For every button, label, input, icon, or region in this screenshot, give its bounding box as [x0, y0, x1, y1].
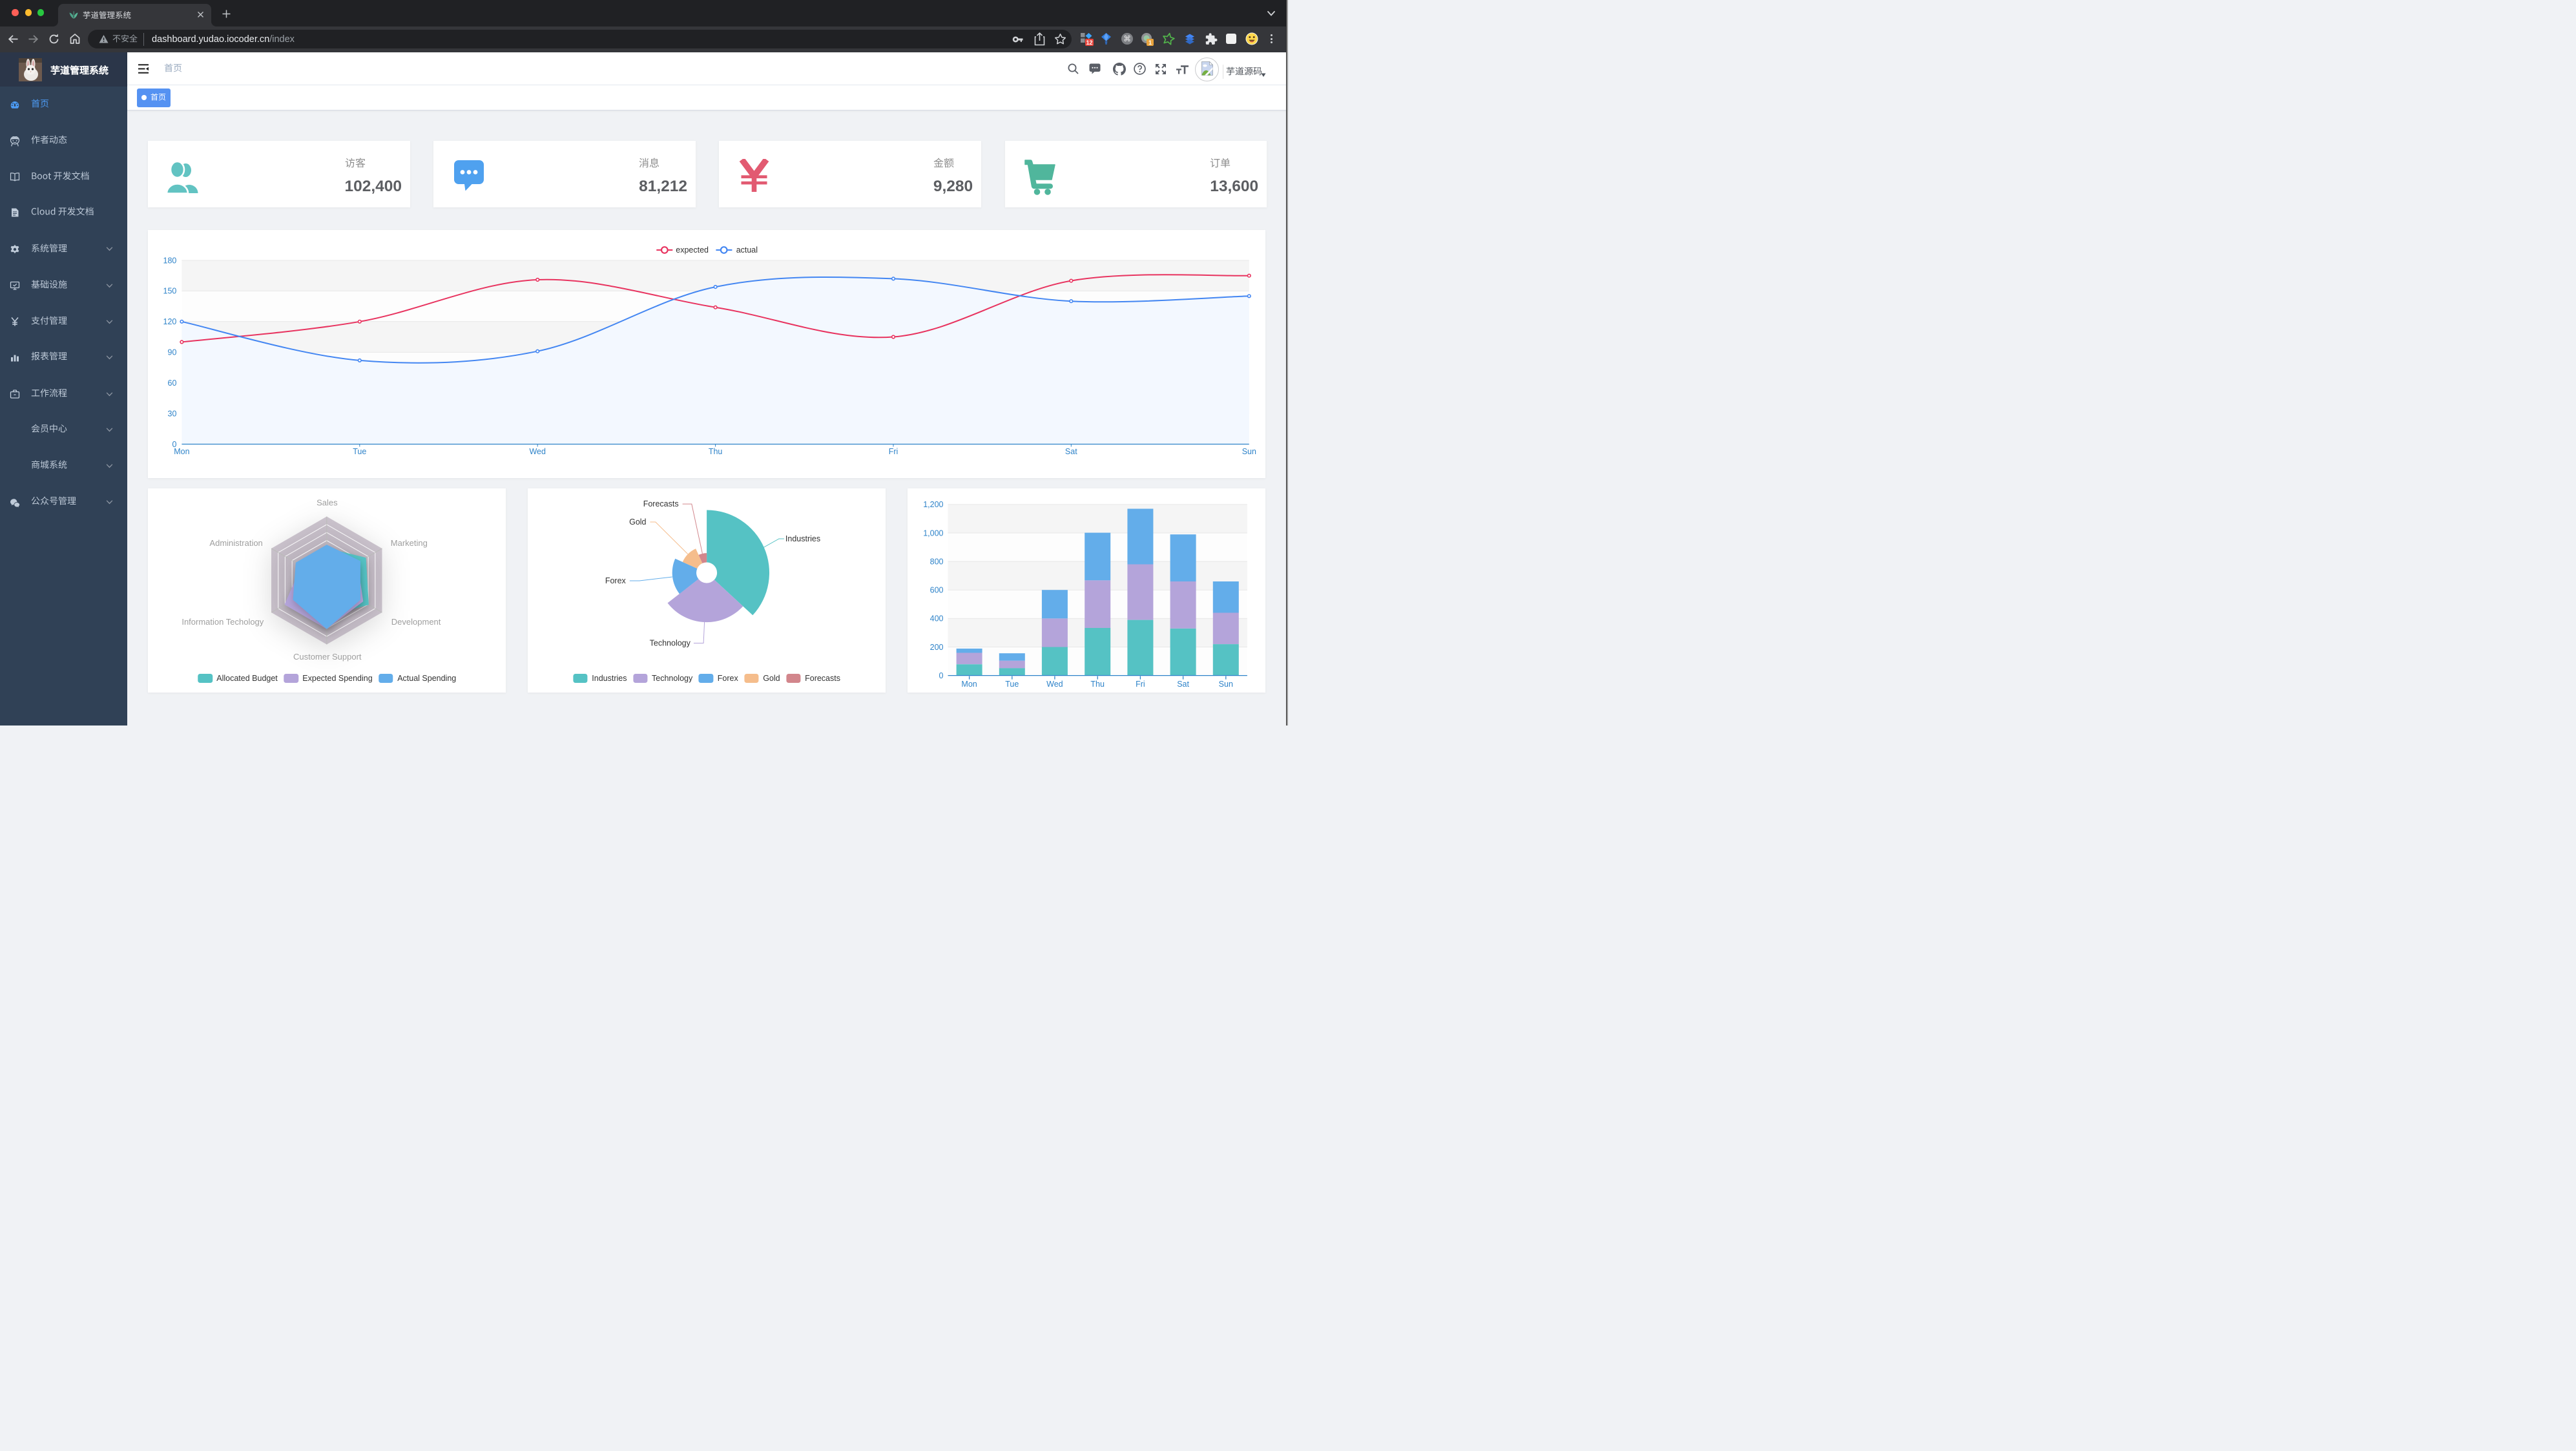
- svg-text:30: 30: [168, 409, 177, 418]
- svg-text:Industries: Industries: [785, 534, 820, 543]
- svg-text:Technology: Technology: [650, 639, 691, 648]
- svg-text:Wed: Wed: [530, 447, 546, 456]
- svg-text:expected: expected: [676, 245, 709, 255]
- svg-text:1: 1: [1148, 39, 1152, 46]
- svg-text:60: 60: [168, 379, 177, 388]
- svg-text:actual: actual: [736, 245, 758, 255]
- svg-text:150: 150: [163, 287, 177, 296]
- svg-text:200: 200: [930, 643, 944, 652]
- svg-text:12: 12: [1086, 39, 1092, 46]
- svg-text:1,000: 1,000: [923, 528, 943, 538]
- svg-text:90: 90: [168, 348, 177, 357]
- svg-text:Mon: Mon: [174, 447, 189, 456]
- svg-text:Thu: Thu: [1090, 680, 1105, 689]
- svg-text:1,200: 1,200: [923, 500, 943, 509]
- svg-text:Fri: Fri: [1136, 680, 1145, 689]
- svg-text:400: 400: [930, 614, 944, 623]
- svg-text:Forex: Forex: [605, 576, 627, 585]
- svg-text:Gold: Gold: [629, 517, 646, 527]
- svg-text:⌘: ⌘: [1123, 34, 1131, 43]
- svg-text:Sun: Sun: [1242, 447, 1256, 456]
- svg-text:Thu: Thu: [709, 447, 723, 456]
- svg-text:180: 180: [163, 256, 177, 265]
- svg-text:Mon: Mon: [961, 680, 977, 689]
- svg-text:Wed: Wed: [1046, 680, 1063, 689]
- svg-text:Sat: Sat: [1177, 680, 1189, 689]
- svg-text:0: 0: [939, 671, 944, 680]
- svg-text:Tue: Tue: [1005, 680, 1019, 689]
- svg-text:Sat: Sat: [1065, 447, 1077, 456]
- svg-text:Customer Support: Customer Support: [293, 652, 362, 662]
- svg-text:800: 800: [930, 557, 944, 566]
- svg-text:Fri: Fri: [889, 447, 898, 456]
- svg-text:Administration: Administration: [210, 538, 263, 548]
- svg-text:600: 600: [930, 586, 944, 595]
- svg-text:Sales: Sales: [317, 498, 338, 508]
- svg-text:Information Techology: Information Techology: [182, 617, 264, 627]
- svg-text:Tue: Tue: [353, 447, 366, 456]
- svg-text:Sun: Sun: [1219, 680, 1233, 689]
- svg-text:120: 120: [163, 317, 177, 326]
- svg-text:Development: Development: [391, 617, 441, 627]
- svg-text:0: 0: [172, 440, 177, 449]
- svg-text:Forecasts: Forecasts: [643, 499, 679, 508]
- svg-text:Marketing: Marketing: [391, 538, 428, 548]
